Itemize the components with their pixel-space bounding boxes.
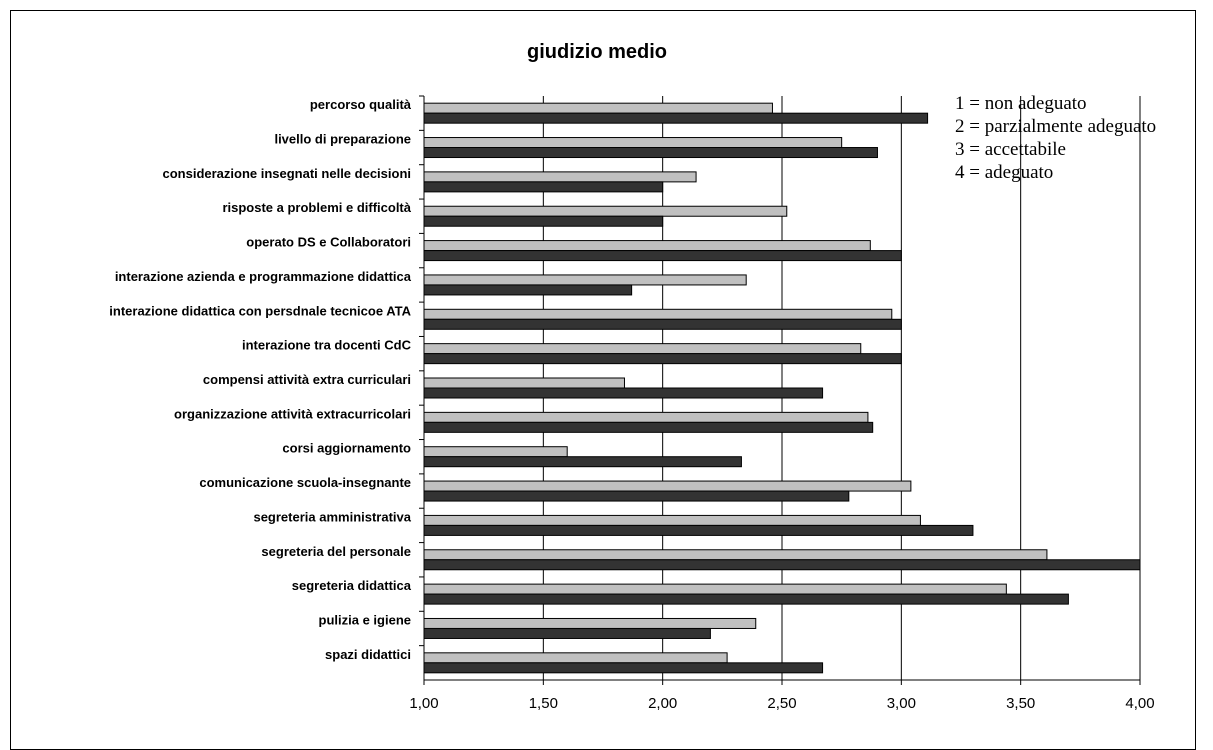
bar-series-2 (423, 147, 878, 159)
bar-series-1 (423, 514, 921, 526)
bar-series-2 (423, 662, 824, 674)
bar-series-2 (423, 318, 902, 330)
bar-series-2 (423, 112, 929, 124)
gridlines (542, 96, 1141, 680)
bar-series-1 (423, 617, 757, 629)
x-tick-label: 1,50 (529, 695, 558, 712)
bar-series-1 (423, 583, 1007, 595)
category-label: pulizia e igiene (319, 612, 411, 627)
category-labels: percorso qualità livello di preparazione c… (109, 97, 411, 662)
bar-series-1 (423, 377, 625, 389)
bar-series-2 (423, 490, 850, 502)
bar-series-1 (423, 274, 747, 286)
category-label: corsi aggiornamento (282, 441, 411, 456)
category-label: interazione azienda e programmazione did… (115, 269, 412, 284)
bar-series-1 (423, 446, 568, 458)
bar-series-1 (423, 343, 862, 355)
bar-chart: giudizio medio percorso qualità livello d… (109, 41, 1156, 712)
bar-series-1 (423, 240, 871, 252)
bar-series-2 (423, 353, 902, 365)
bar-series-2 (423, 284, 633, 296)
category-label: interazione tra docenti CdC (242, 338, 412, 353)
legend-entry: 2 = parzialmente adeguato (955, 116, 1156, 137)
bar-series-2 (423, 181, 664, 193)
legend-entry: 1 = non adeguato (955, 93, 1087, 114)
x-tick-label: 1,00 (409, 695, 438, 712)
category-label: segreteria didattica (292, 578, 412, 593)
category-label: spazi didattici (325, 647, 411, 662)
bar-series-2 (423, 524, 974, 536)
x-tick-label: 2,50 (767, 695, 796, 712)
axes (419, 95, 1141, 685)
category-label: risposte a problemi e difficoltà (222, 200, 411, 215)
bar-series-1 (423, 652, 728, 664)
bar-series-2 (423, 387, 824, 399)
category-label: interazione didattica con persdnale tecn… (109, 303, 411, 318)
category-label: comunicazione scuola-insegnante (199, 475, 411, 490)
bar-series-1 (423, 102, 773, 114)
category-label: considerazione insegnati nelle decisioni (162, 166, 411, 181)
bar-series-2 (423, 627, 711, 639)
legend-entry: 4 = adeguato (955, 162, 1053, 183)
bar-series-2 (423, 250, 902, 262)
bar-series-2 (423, 215, 664, 227)
x-tick-label: 2,00 (648, 695, 677, 712)
x-tick-labels: 1,00 1,50 2,00 2,50 3,00 3,50 4,00 (409, 695, 1154, 712)
bar-series-2 (423, 593, 1069, 605)
x-tick-label: 4,00 (1125, 695, 1154, 712)
category-label: percorso qualità (310, 97, 412, 112)
bar-series-1 (423, 549, 1048, 561)
bar-series-2 (423, 421, 874, 433)
bar-series-1 (423, 137, 843, 149)
category-label: organizzazione attività extracurricolari (174, 406, 411, 421)
category-label: segreteria amministrativa (253, 509, 411, 524)
x-tick-label: 3,00 (887, 695, 916, 712)
bar-series-1 (423, 480, 912, 492)
bar-series-1 (423, 411, 869, 423)
legend-entry: 3 = accettabile (955, 139, 1066, 160)
category-label: compensi attività extra curriculari (203, 372, 411, 387)
category-label: segreteria del personale (261, 544, 411, 559)
bar-series-1 (423, 171, 697, 183)
bar-series-1 (423, 308, 893, 320)
bar-series-1 (423, 205, 788, 217)
category-label: livello di preparazione (274, 132, 411, 147)
category-label: operato DS e Collaboratori (246, 235, 411, 250)
bar-series-2 (423, 559, 1141, 571)
chart-title: giudizio medio (527, 41, 667, 63)
x-tick-label: 3,50 (1006, 695, 1035, 712)
bar-series-2 (423, 456, 742, 468)
